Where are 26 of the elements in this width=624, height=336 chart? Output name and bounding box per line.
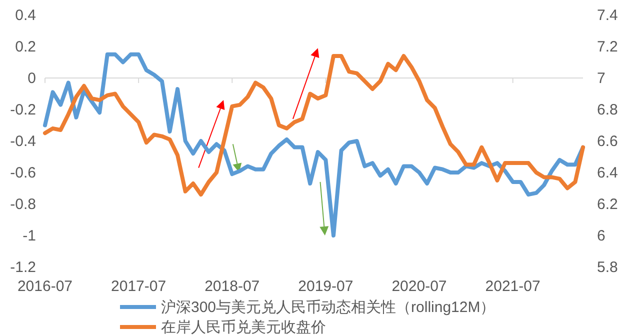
- x-tick-label: 2017-07: [111, 278, 166, 295]
- y2-tick-label: 6.4: [597, 164, 618, 182]
- y2-tick-label: 6: [597, 228, 606, 244]
- y2-tick-label: 6.8: [597, 102, 618, 118]
- y2-tick-label: 7.4: [597, 7, 618, 24]
- y-tick-label: -0.6: [10, 164, 36, 182]
- y-tick-label: -1.2: [10, 259, 36, 276]
- y-tick-label: 0.2: [15, 38, 36, 56]
- x-tick-label: 2019-07: [298, 278, 354, 295]
- x-tick-label: 2020-07: [392, 278, 447, 295]
- y2-tick-label: 6.2: [597, 196, 618, 213]
- y-tick-label: 0.4: [15, 7, 36, 24]
- x-tick-label: 2021-07: [485, 278, 540, 295]
- y2-tick-label: 5.8: [597, 259, 618, 276]
- legend-label: 在岸人民币兑美元收盘价: [161, 319, 326, 336]
- y-tick-label: -0.8: [10, 196, 36, 213]
- y-tick-label: -1: [22, 228, 36, 244]
- y-tick-label: -0.4: [10, 133, 36, 150]
- y-tick-label: 0: [28, 70, 36, 87]
- x-tick-label: 2018-07: [204, 278, 260, 295]
- y2-tick-label: 6.6: [597, 133, 618, 150]
- x-tick-label: 2016-07: [17, 278, 73, 295]
- legend-label: 沪深300与美元兑人民币动态相关性（rolling12M）: [161, 299, 496, 316]
- y2-tick-label: 7.2: [597, 38, 618, 56]
- y-tick-label: -0.2: [10, 102, 36, 118]
- y2-tick-label: 7: [597, 70, 606, 87]
